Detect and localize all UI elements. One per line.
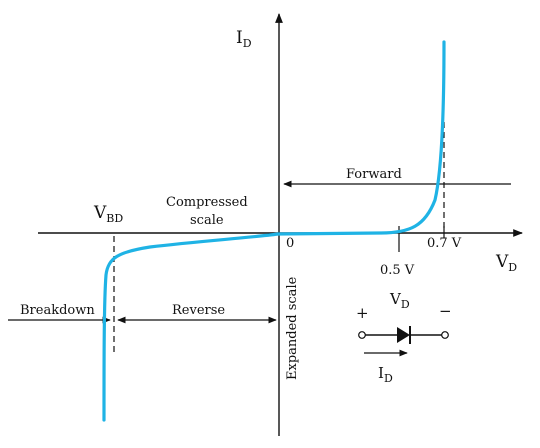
breakdown-voltage-label: VBD (94, 203, 124, 225)
diode-symbol (358, 326, 449, 357)
y-axis-label: ID (236, 28, 252, 50)
compressed-scale-line1: Compressed (166, 195, 248, 210)
forward-label: Forward (346, 167, 402, 182)
compressed-scale-line2: scale (190, 213, 224, 228)
cathode-terminal (441, 331, 449, 339)
breakdown-label: Breakdown (20, 303, 95, 318)
tick-label-0-5v: 0.5 V (380, 263, 415, 278)
diode-triangle (397, 327, 410, 343)
diode-minus-sign: − (439, 302, 452, 320)
anode-terminal (358, 331, 366, 339)
origin-label: 0 (286, 236, 295, 251)
x-axis-label: VD (496, 252, 518, 274)
tick-label-0-7v: 0.7 V (427, 236, 462, 251)
diode-current-label: ID (378, 364, 393, 385)
diode-voltage-label: VD (390, 290, 410, 311)
iv-curve (102, 40, 446, 422)
reverse-label: Reverse (172, 303, 226, 318)
diode-plus-sign: + (356, 304, 369, 322)
expanded-scale-label: Expanded scale (285, 276, 300, 380)
